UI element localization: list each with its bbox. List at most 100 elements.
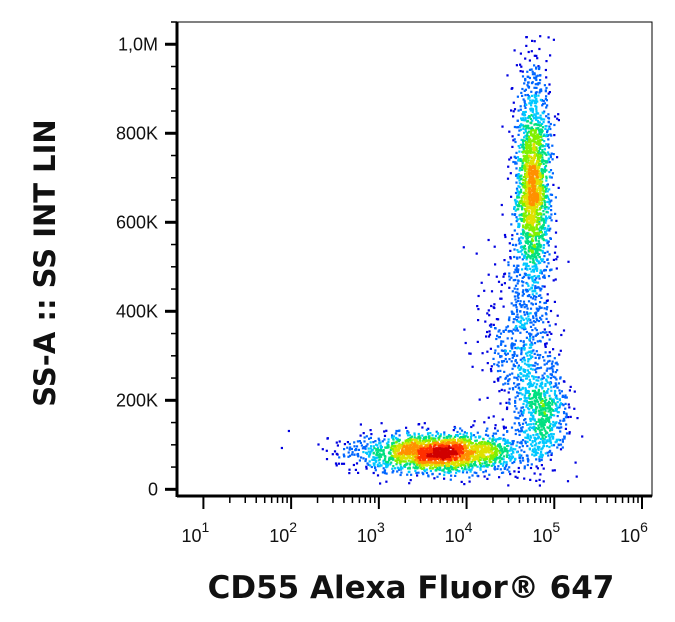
data-point bbox=[513, 352, 516, 355]
data-point bbox=[527, 130, 531, 133]
data-point bbox=[409, 452, 412, 455]
data-point bbox=[445, 467, 448, 470]
data-point bbox=[399, 463, 402, 466]
data-point bbox=[548, 91, 551, 94]
data-point bbox=[522, 224, 525, 227]
data-point bbox=[544, 190, 547, 193]
data-point bbox=[542, 226, 545, 229]
data-point bbox=[533, 410, 536, 414]
data-point bbox=[461, 436, 465, 439]
data-point bbox=[419, 447, 422, 451]
data-point bbox=[545, 95, 548, 98]
data-point bbox=[538, 255, 541, 259]
data-point bbox=[457, 465, 460, 468]
data-point bbox=[406, 449, 409, 452]
data-point bbox=[513, 125, 516, 129]
data-point bbox=[553, 424, 557, 427]
data-point bbox=[448, 461, 451, 464]
data-point bbox=[498, 437, 501, 440]
data-point bbox=[529, 118, 533, 121]
data-point bbox=[535, 172, 538, 175]
data-point bbox=[518, 386, 521, 389]
data-point bbox=[542, 390, 546, 393]
data-point bbox=[543, 328, 546, 331]
data-point bbox=[530, 126, 534, 129]
data-point bbox=[497, 330, 500, 333]
data-point bbox=[541, 156, 544, 159]
data-point bbox=[532, 184, 535, 187]
data-point bbox=[447, 464, 450, 468]
data-point bbox=[419, 463, 422, 466]
data-point bbox=[447, 467, 450, 470]
data-point bbox=[541, 439, 544, 442]
data-point bbox=[527, 159, 530, 162]
data-point bbox=[545, 177, 548, 180]
data-point bbox=[508, 278, 511, 281]
data-point bbox=[530, 130, 533, 134]
data-point bbox=[523, 348, 526, 351]
data-point bbox=[537, 201, 540, 204]
data-point bbox=[476, 305, 479, 308]
data-point bbox=[476, 474, 479, 477]
data-point bbox=[465, 432, 468, 435]
data-point bbox=[508, 130, 511, 133]
data-point bbox=[553, 414, 556, 417]
data-point bbox=[530, 302, 533, 305]
data-point bbox=[479, 463, 482, 466]
data-point bbox=[453, 447, 456, 450]
data-point bbox=[560, 426, 563, 429]
data-point bbox=[536, 216, 539, 219]
data-point bbox=[544, 89, 547, 92]
data-point bbox=[551, 360, 554, 363]
data-point bbox=[543, 363, 546, 366]
data-point bbox=[338, 456, 341, 459]
data-point bbox=[463, 460, 466, 464]
data-point bbox=[526, 161, 529, 164]
data-point bbox=[528, 172, 531, 175]
data-point bbox=[424, 461, 427, 464]
data-point bbox=[502, 450, 505, 454]
data-point bbox=[511, 312, 514, 315]
data-point bbox=[497, 379, 500, 382]
data-point bbox=[564, 416, 567, 419]
data-point bbox=[528, 116, 531, 119]
data-point bbox=[547, 360, 550, 363]
data-point bbox=[526, 374, 529, 377]
data-point bbox=[524, 169, 527, 172]
data-point bbox=[531, 248, 534, 251]
data-point bbox=[532, 335, 535, 338]
data-point bbox=[528, 312, 531, 315]
data-point bbox=[510, 337, 513, 340]
data-point bbox=[486, 442, 490, 445]
data-point bbox=[440, 462, 443, 465]
data-point bbox=[538, 367, 541, 370]
data-point bbox=[505, 465, 508, 468]
data-point bbox=[522, 160, 525, 163]
data-point bbox=[531, 99, 534, 102]
data-point bbox=[530, 355, 533, 358]
data-point bbox=[536, 246, 539, 249]
data-point bbox=[527, 300, 531, 303]
data-point bbox=[419, 442, 422, 445]
data-point bbox=[523, 467, 526, 470]
data-point bbox=[353, 441, 356, 444]
data-point bbox=[543, 110, 546, 113]
data-point bbox=[504, 235, 507, 239]
data-point bbox=[529, 142, 532, 145]
data-point bbox=[499, 332, 503, 335]
data-point bbox=[498, 449, 501, 452]
data-point bbox=[536, 204, 539, 207]
data-point bbox=[366, 462, 369, 465]
data-point bbox=[541, 186, 544, 189]
data-point bbox=[418, 438, 421, 442]
data-point bbox=[351, 451, 354, 454]
data-point bbox=[543, 152, 547, 155]
data-point bbox=[431, 457, 434, 460]
data-point bbox=[386, 446, 389, 449]
data-point bbox=[527, 141, 530, 144]
data-point bbox=[526, 167, 529, 170]
data-point bbox=[418, 460, 421, 463]
data-point bbox=[346, 446, 349, 449]
data-point bbox=[465, 434, 468, 437]
